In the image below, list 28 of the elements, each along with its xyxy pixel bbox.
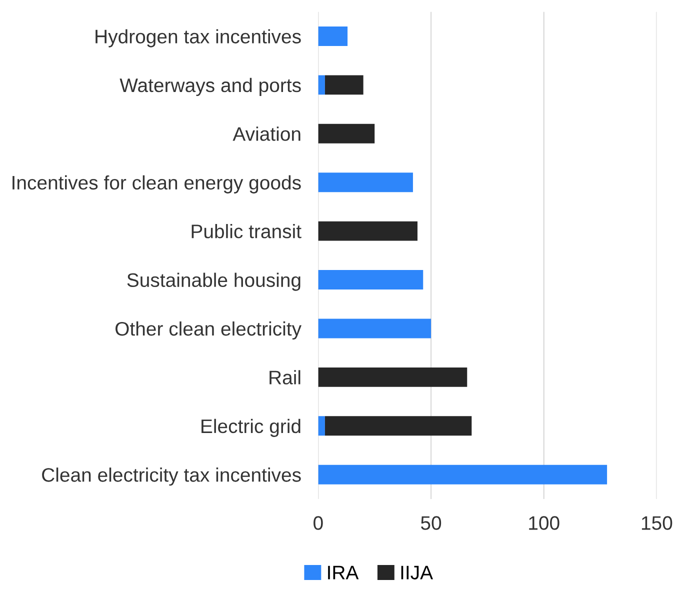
bar bbox=[318, 124, 375, 144]
bar bbox=[318, 221, 418, 241]
y-tick-label: Electric grid bbox=[202, 418, 300, 437]
y-tick-label: Public transit bbox=[192, 224, 302, 238]
y-tick-label: Other clean electricity bbox=[116, 321, 302, 340]
x-tick-label: 100 bbox=[529, 516, 560, 530]
bar bbox=[318, 318, 432, 338]
bar bbox=[324, 75, 364, 95]
bar bbox=[318, 75, 325, 95]
bar bbox=[324, 416, 472, 436]
y-tick-label: Aviation bbox=[232, 126, 300, 141]
y-tick-label: Rail bbox=[270, 370, 300, 384]
y-tick-label: Hydrogen tax incentives bbox=[96, 29, 301, 48]
x-tick-label: 150 bbox=[642, 516, 672, 530]
y-tick-label: Incentives for clean energy goods bbox=[12, 175, 301, 194]
legend-label: IRA bbox=[328, 566, 359, 580]
x-tick-label: 50 bbox=[420, 516, 442, 530]
bar bbox=[318, 464, 608, 484]
bar bbox=[318, 416, 325, 436]
legend-label: IIJA bbox=[401, 566, 433, 580]
bar bbox=[318, 367, 468, 387]
bar bbox=[318, 172, 413, 192]
bar bbox=[318, 270, 424, 290]
y-tick-label: Clean electricity tax incentives bbox=[42, 468, 301, 486]
x-tick-label: 0 bbox=[314, 516, 323, 530]
bar bbox=[318, 26, 348, 46]
y-tick-label: Sustainable housing bbox=[127, 272, 300, 291]
y-tick-label: Waterways and ports bbox=[120, 78, 301, 96]
